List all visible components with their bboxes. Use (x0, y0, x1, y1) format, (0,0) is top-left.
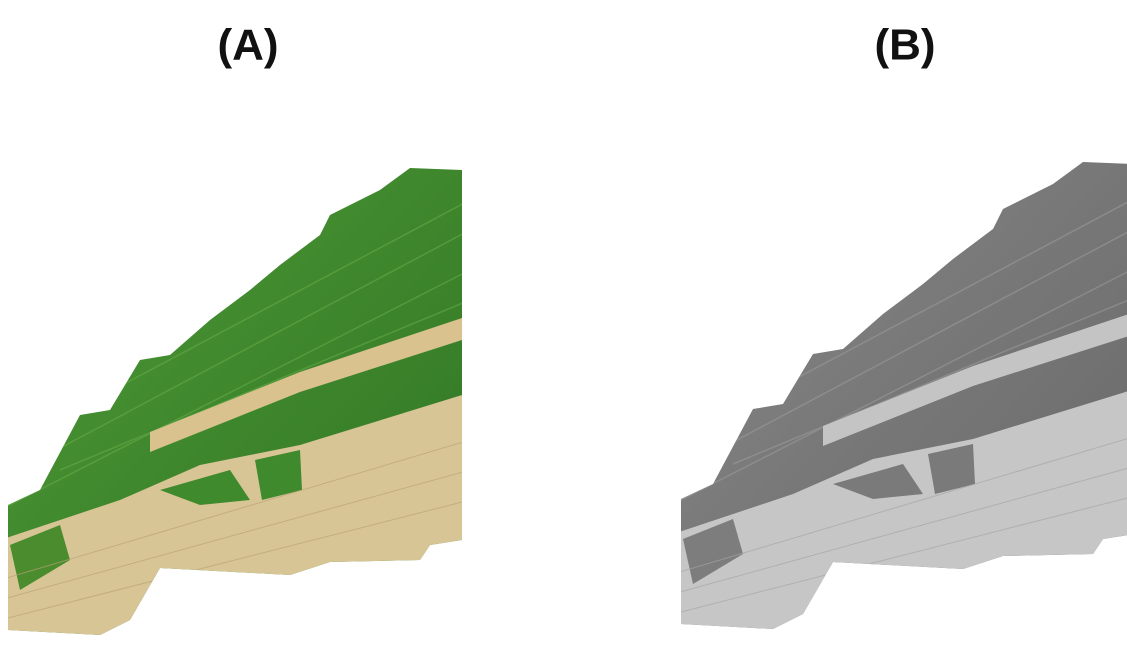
panel-label: (A) (217, 21, 278, 70)
leaf-image-color (0, 150, 470, 657)
panel-label: (B) (874, 21, 935, 70)
figure: (A) (B) (0, 0, 1127, 657)
leaf-image-gray (673, 144, 1127, 654)
